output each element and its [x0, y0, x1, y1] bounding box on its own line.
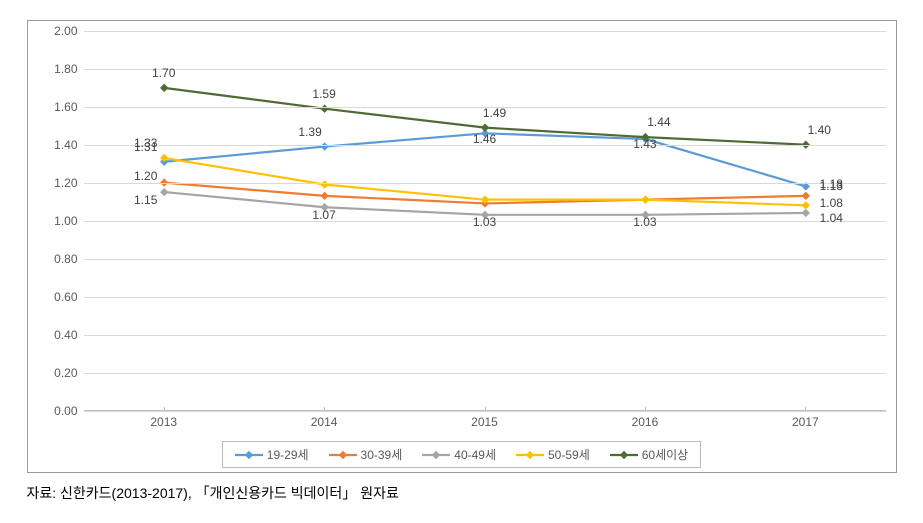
data-label: 1.46: [473, 132, 496, 148]
marker-diamond: [620, 451, 627, 458]
x-tick-label: 2016: [565, 411, 725, 435]
legend-item: 40-49세: [422, 446, 496, 463]
y-tick-label: 0.80: [54, 252, 77, 266]
data-label: 1.33: [134, 136, 157, 152]
legend-swatch: [516, 449, 544, 461]
gridline: [84, 297, 886, 298]
legend-swatch: [610, 449, 638, 461]
marker-diamond: [527, 451, 534, 458]
marker-diamond: [160, 189, 167, 196]
marker-diamond: [433, 451, 440, 458]
legend-swatch: [422, 449, 450, 461]
y-tick-label: 1.40: [54, 138, 77, 152]
data-label: 1.49: [483, 106, 506, 122]
data-label: 1.13: [820, 179, 843, 195]
data-label: 1.15: [134, 193, 157, 209]
legend-swatch: [329, 449, 357, 461]
marker-diamond: [321, 192, 328, 199]
data-label: 1.39: [298, 125, 321, 141]
legend-label: 40-49세: [454, 446, 496, 463]
marker-diamond: [802, 192, 809, 199]
y-tick-label: 2.00: [54, 24, 77, 38]
y-tick-label: 1.60: [54, 100, 77, 114]
y-tick-label: 0.20: [54, 366, 77, 380]
marker-diamond: [160, 84, 167, 91]
legend-item: 30-39세: [329, 446, 403, 463]
legend-label: 30-39세: [361, 446, 403, 463]
marker-diamond: [641, 196, 648, 203]
data-label: 1.04: [820, 211, 843, 227]
marker-diamond: [802, 209, 809, 216]
legend-label: 60세이상: [642, 446, 688, 463]
gridline: [84, 373, 886, 374]
data-label: 1.59: [312, 87, 335, 103]
x-tick-label: 2013: [84, 411, 244, 435]
y-tick-label: 1.20: [54, 176, 77, 190]
legend-item: 19-29세: [235, 446, 309, 463]
marker-diamond: [481, 124, 488, 131]
legend-item: 50-59세: [516, 446, 590, 463]
y-tick-label: 0.40: [54, 328, 77, 342]
y-tick-label: 0.60: [54, 290, 77, 304]
legend-label: 19-29세: [267, 446, 309, 463]
gridline: [84, 31, 886, 32]
marker-diamond: [802, 202, 809, 209]
x-tick-label: 2015: [404, 411, 564, 435]
data-label: 1.03: [473, 215, 496, 231]
data-label: 1.40: [808, 123, 831, 139]
x-axis: 20132014201520162017: [84, 411, 886, 435]
x-tick-label: 2014: [244, 411, 404, 435]
x-tick-label: 2017: [725, 411, 885, 435]
plot-area: 1.311.391.461.431.181.201.131.151.071.03…: [84, 31, 886, 411]
data-label: 1.20: [134, 169, 157, 185]
gridline: [84, 69, 886, 70]
gridline: [84, 259, 886, 260]
gridline: [84, 335, 886, 336]
data-label: 1.03: [633, 215, 656, 231]
data-label: 1.70: [152, 66, 175, 82]
y-tick-label: 1.00: [54, 214, 77, 228]
legend-swatch: [235, 449, 263, 461]
gridline: [84, 183, 886, 184]
data-label: 1.44: [647, 115, 670, 131]
data-label: 1.08: [820, 196, 843, 212]
y-axis: 0.000.200.400.600.801.001.201.401.601.80…: [38, 31, 84, 411]
plot-wrapper: 0.000.200.400.600.801.001.201.401.601.80…: [38, 31, 886, 411]
source-citation: 자료: 신한카드(2013-2017), 「개인신용카드 빅데이터」 원자료: [27, 483, 897, 503]
y-tick-label: 1.80: [54, 62, 77, 76]
marker-diamond: [245, 451, 252, 458]
chart-container: 0.00 0.20 0.40 0.60 0.80 1.00 1.20 1.40 1.60 1.80…: [27, 20, 897, 473]
data-label: 1.43: [633, 137, 656, 153]
y-tick-label: 0.00: [54, 404, 77, 418]
legend-item: 60세이상: [610, 446, 688, 463]
legend: 19-29세 30-39세 40-49세 50-59세 60세이상: [222, 441, 701, 468]
data-label: 1.07: [312, 208, 335, 224]
marker-diamond: [339, 451, 346, 458]
legend-label: 50-59세: [548, 446, 590, 463]
